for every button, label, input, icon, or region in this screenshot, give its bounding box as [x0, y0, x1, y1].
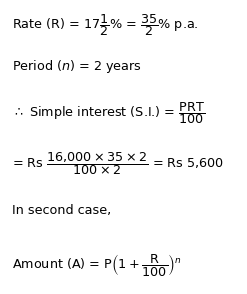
- Text: = Rs $\dfrac{16{,}000\times35\times2}{100\times2}$ = Rs 5,600: = Rs $\dfrac{16{,}000\times35\times2}{10…: [12, 150, 225, 177]
- Text: Rate (R) = $17\dfrac{1}{2}$% = $\dfrac{35}{2}$% p.a.: Rate (R) = $17\dfrac{1}{2}$% = $\dfrac{3…: [12, 12, 199, 38]
- Text: In second case,: In second case,: [12, 204, 112, 217]
- Text: $\therefore$ Simple interest (S.I.) = $\dfrac{\mathrm{PRT}}{100}$: $\therefore$ Simple interest (S.I.) = $\…: [12, 100, 206, 126]
- Text: Amount (A) = P$\left(1+\dfrac{\mathrm{R}}{100}\right)^{n}$: Amount (A) = P$\left(1+\dfrac{\mathrm{R}…: [12, 252, 182, 278]
- Text: Period ($n$) = 2 years: Period ($n$) = 2 years: [12, 58, 142, 75]
